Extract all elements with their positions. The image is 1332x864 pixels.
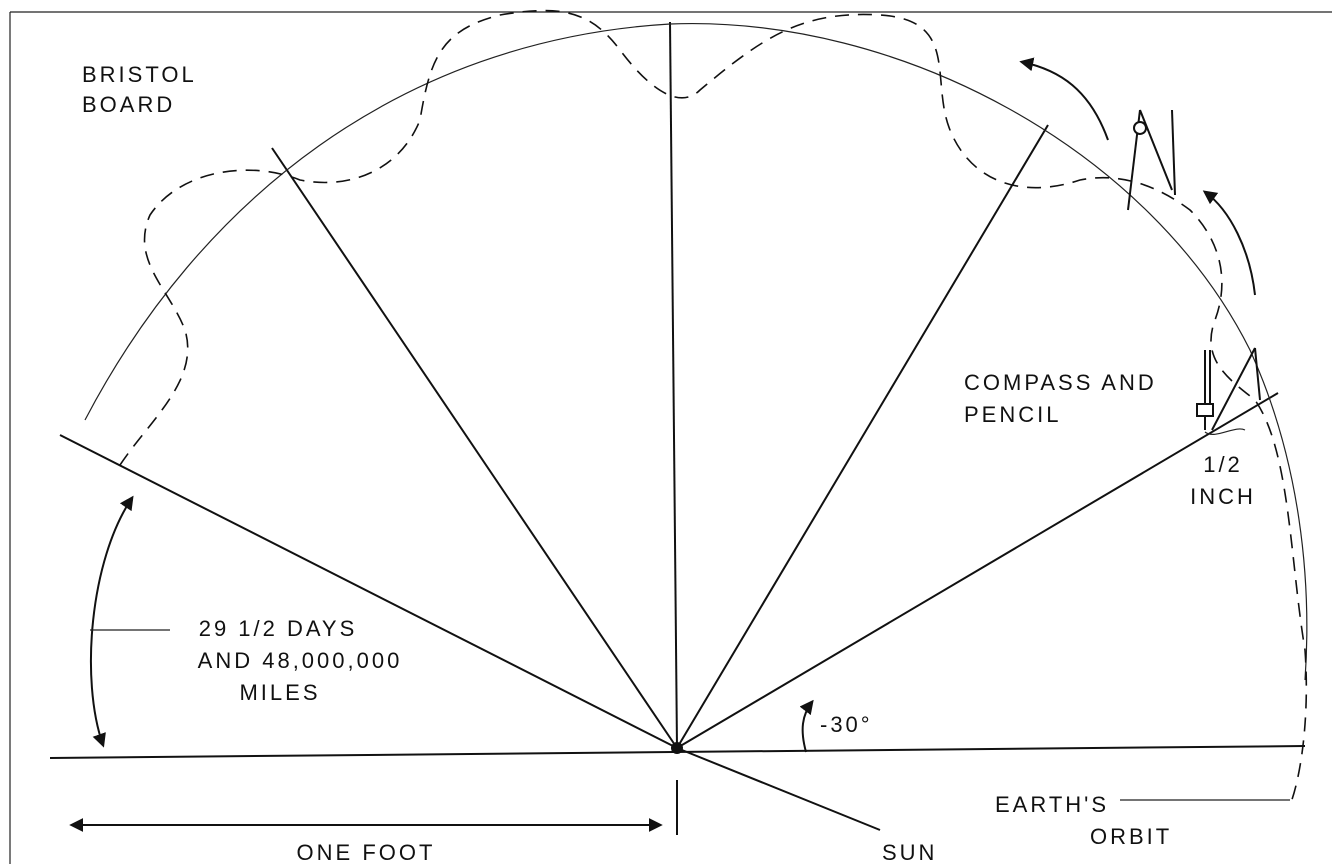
ray [676, 392, 1279, 749]
label: EARTH'S [995, 792, 1109, 817]
ray [669, 21, 678, 749]
arrow [1202, 190, 1256, 296]
ray [676, 124, 1049, 749]
label: ORBIT [1090, 824, 1172, 849]
ray [59, 434, 678, 749]
label: 1/2 [1203, 452, 1243, 477]
compass-top [1127, 109, 1176, 211]
sun-point [671, 742, 683, 754]
label: BOARD [82, 92, 175, 117]
label: -30° [820, 712, 873, 737]
angle-arrow [89, 495, 134, 748]
orbit-arc [84, 22, 1308, 681]
labels: BRISTOL BOARD COMPASS AND PENCIL 1/2 INC… [82, 62, 1256, 864]
compass-bottom [1196, 347, 1261, 435]
label: INCH [1190, 484, 1256, 509]
sun-line [676, 747, 881, 831]
label: BRISTOL [82, 62, 197, 87]
label: 29 1/2 DAYS [199, 616, 358, 641]
label: MILES [239, 680, 320, 705]
drawing [9, 9, 1332, 864]
ray [271, 147, 678, 749]
label: COMPASS AND [964, 370, 1157, 395]
angle-arrow [799, 699, 814, 753]
label: SUN [882, 840, 937, 864]
label: ONE FOOT [297, 840, 436, 864]
label: AND 48,000,000 [198, 648, 403, 673]
arrow [1019, 57, 1109, 141]
label: PENCIL [964, 402, 1061, 427]
